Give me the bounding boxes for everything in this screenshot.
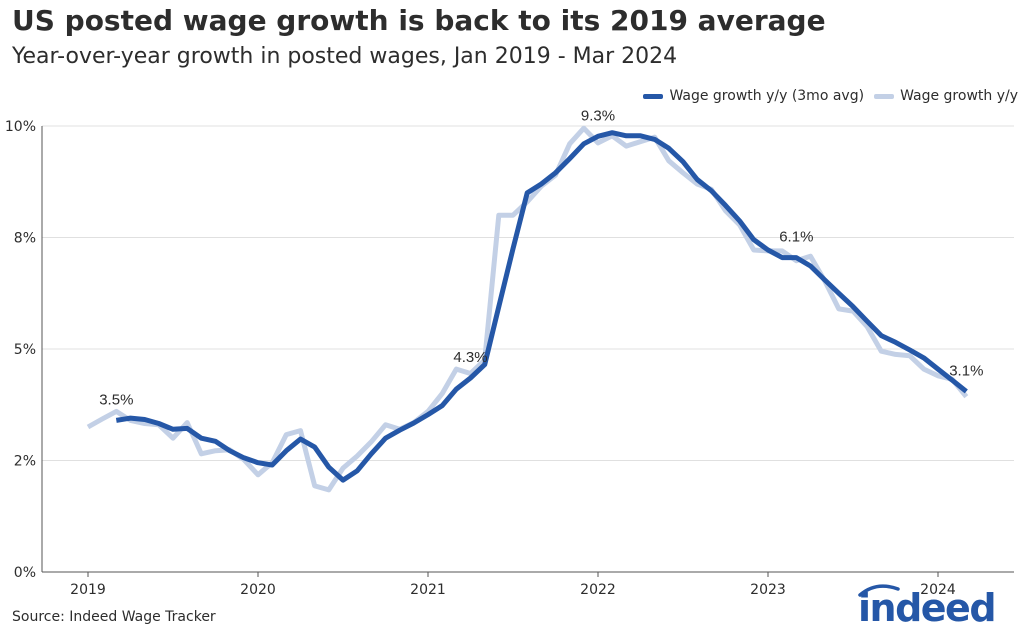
x-tick-label: 2023 — [750, 582, 786, 598]
y-tick-label: 5% — [14, 342, 36, 358]
data-label: 9.3% — [581, 107, 615, 124]
y-tick-label: 10% — [5, 119, 36, 135]
x-tick-label: 2019 — [70, 582, 106, 598]
x-tick-label: 2020 — [240, 582, 276, 598]
data-label: 3.5% — [99, 391, 133, 408]
series-line-raw — [86, 125, 969, 493]
legend-item-3mo-avg: Wage growth y/y (3mo avg) — [643, 88, 864, 104]
legend-label-raw: Wage growth y/y — [900, 88, 1018, 104]
legend-label-3mo-avg: Wage growth y/y (3mo avg) — [669, 88, 865, 104]
x-tick-label: 2022 — [580, 582, 616, 598]
data-label: 6.1% — [779, 229, 813, 246]
indeed-logo-text: indeed — [858, 586, 995, 629]
x-tick-label: 2021 — [410, 582, 446, 598]
chart-subtitle: Year-over-year growth in posted wages, J… — [12, 44, 678, 69]
y-tick-label: 0% — [14, 565, 36, 581]
series-line-3mo-avg — [115, 130, 968, 483]
indeed-logo: indeed — [858, 584, 996, 629]
legend-swatch-3mo-avg — [643, 93, 664, 99]
y-tick-label: 8% — [14, 231, 36, 247]
source-note: Source: Indeed Wage Tracker — [12, 609, 216, 625]
x-tick-label: 2024 — [920, 582, 956, 598]
y-tick-label: 2% — [14, 454, 36, 470]
chart-title: US posted wage growth is back to its 201… — [12, 4, 826, 37]
indeed-logo-arc — [858, 584, 900, 597]
data-label: 4.3% — [453, 349, 487, 366]
data-label: 3.1% — [949, 362, 983, 379]
chart-legend: Wage growth y/y (3mo avg) Wage growth y/… — [633, 88, 1018, 104]
legend-swatch-raw — [874, 93, 895, 99]
legend-item-raw: Wage growth y/y — [874, 88, 1018, 104]
